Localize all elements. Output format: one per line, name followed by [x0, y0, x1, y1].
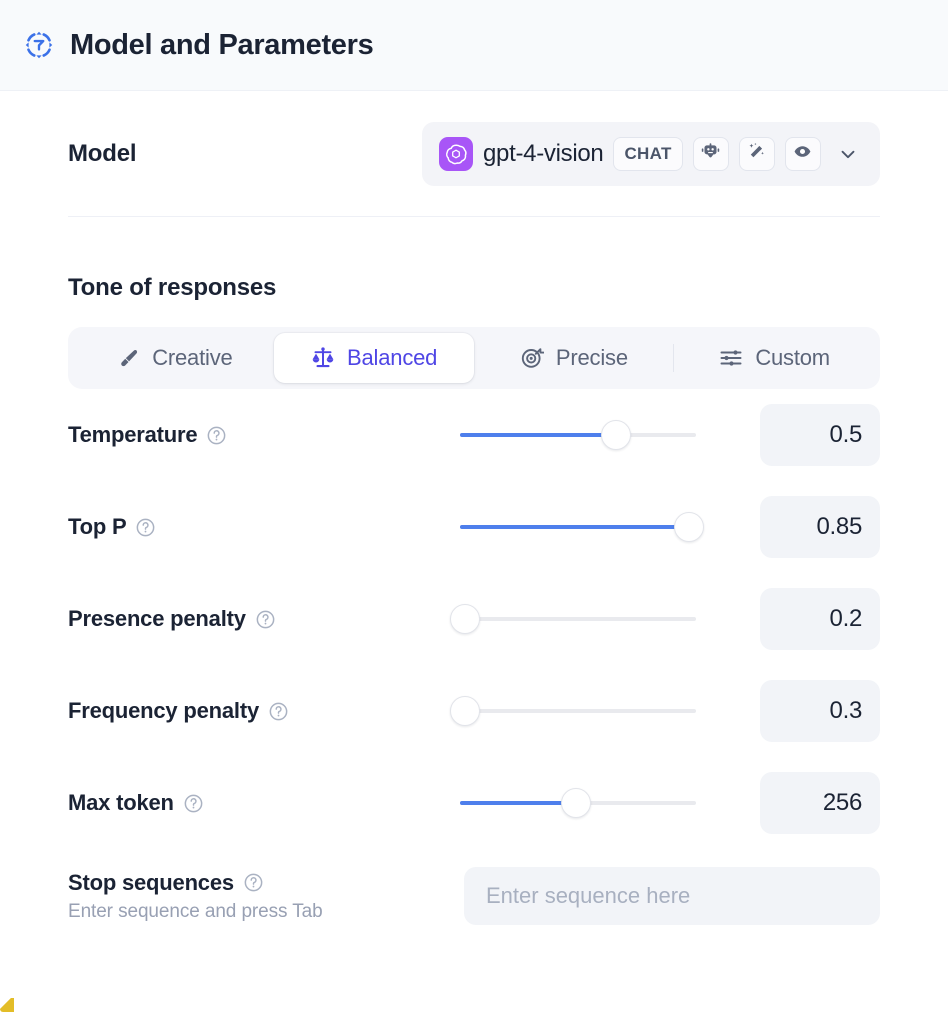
max-token-value[interactable]: 256	[760, 772, 880, 834]
chevron-down-icon[interactable]	[835, 141, 861, 167]
eye-icon	[793, 142, 812, 166]
stop-sequences-input[interactable]	[464, 867, 880, 925]
parameter-row-presence-penalty: Presence penalty 0.2	[68, 573, 880, 665]
help-circle-icon[interactable]	[135, 517, 156, 538]
model-selector[interactable]: gpt-4-vision CHAT	[422, 121, 880, 186]
tone-selector: Creative Balanced	[68, 327, 880, 389]
top-p-value[interactable]: 0.85	[760, 496, 880, 558]
slider-thumb[interactable]	[600, 420, 631, 450]
parameter-label-text: Presence penalty	[68, 606, 246, 631]
slider-track	[460, 709, 696, 713]
parameter-slider-col	[460, 512, 760, 542]
top-p-slider[interactable]	[460, 512, 704, 542]
slider-fill	[460, 433, 616, 437]
parameter-label: Temperature	[68, 422, 460, 448]
slider-thumb[interactable]	[673, 512, 704, 542]
tone-option-label: Custom	[755, 345, 830, 370]
stop-sequences-label-col: Stop sequences Enter sequence and press …	[68, 870, 460, 923]
robot-capability-badge	[692, 136, 729, 171]
parameter-label: Frequency penalty	[68, 698, 460, 724]
parameter-row-top-p: Top P 0.85	[68, 481, 880, 573]
parameter-label-col: Top P	[68, 514, 460, 540]
slider-thumb[interactable]	[449, 696, 480, 726]
parameter-row-max-token: Max token 256	[68, 757, 880, 849]
help-circle-icon[interactable]	[183, 793, 204, 814]
parameter-label-text: Frequency penalty	[68, 698, 259, 723]
parameter-label-text: Temperature	[68, 422, 198, 447]
help-circle-icon[interactable]	[268, 701, 289, 722]
model-label: Model	[68, 139, 137, 167]
help-circle-icon[interactable]	[206, 425, 227, 446]
help-circle-icon[interactable]	[255, 609, 276, 630]
parameter-label: Top P	[68, 514, 460, 540]
parameter-label: Presence penalty	[68, 606, 460, 632]
max-token-slider[interactable]	[460, 788, 696, 818]
parameter-slider-col	[460, 788, 760, 818]
stop-sequences-row: Stop sequences Enter sequence and press …	[68, 849, 880, 943]
parameter-row-frequency-penalty: Frequency penalty 0.	[68, 665, 880, 757]
bottom-left-corner-marker	[0, 998, 14, 1012]
sliders-icon	[718, 345, 744, 371]
tone-option-label: Precise	[555, 345, 628, 370]
model-row: Model gpt-4-vision CHAT	[68, 91, 880, 216]
frequency-penalty-value[interactable]: 0.3	[760, 680, 880, 742]
temperature-value[interactable]: 0.5	[760, 404, 880, 466]
section-divider	[68, 216, 880, 217]
slider-thumb[interactable]	[449, 604, 480, 634]
parameter-label-col: Temperature	[68, 422, 460, 448]
stop-sequences-hint: Enter sequence and press Tab	[68, 900, 323, 922]
paintbrush-icon	[115, 345, 141, 371]
slider-fill	[460, 525, 689, 529]
openai-logo-icon	[439, 136, 473, 171]
panel-body: Model gpt-4-vision CHAT	[0, 91, 948, 943]
slider-thumb[interactable]	[560, 788, 591, 818]
slider-fill	[460, 801, 576, 805]
parameter-slider-col	[449, 696, 760, 726]
model-name: gpt-4-vision	[483, 139, 604, 167]
tone-option-balanced[interactable]: Balanced	[273, 333, 474, 383]
magic-wand-icon	[747, 142, 766, 166]
parameter-label-text: Top P	[68, 514, 127, 539]
page-title: Model and Parameters	[70, 28, 374, 61]
presence-penalty-slider[interactable]	[449, 604, 696, 634]
temperature-slider[interactable]	[460, 420, 696, 450]
stop-sequences-label-text: Stop sequences	[68, 869, 234, 895]
scales-icon	[310, 345, 336, 371]
parameter-label-text: Max token	[68, 790, 174, 815]
parameter-label: Max token	[68, 790, 460, 816]
tone-divider	[673, 344, 675, 372]
presence-penalty-value[interactable]: 0.2	[760, 588, 880, 650]
robot-icon	[701, 142, 720, 166]
help-circle-icon[interactable]	[243, 872, 264, 893]
parameter-label-col: Presence penalty	[68, 606, 460, 632]
parameter-slider-col	[449, 604, 760, 634]
tone-section-title: Tone of responses	[68, 274, 277, 301]
parameter-label-col: Frequency penalty	[68, 698, 460, 724]
magic-wand-capability-badge	[738, 136, 775, 171]
tone-option-label: Balanced	[347, 345, 438, 370]
tone-option-creative[interactable]: Creative	[74, 333, 274, 383]
tone-option-label: Creative	[152, 345, 233, 370]
parameter-row-temperature: Temperature 0.5	[68, 389, 880, 481]
parameter-label-col: Max token	[68, 790, 460, 816]
slider-track	[460, 617, 696, 621]
panel-header: Model and Parameters	[0, 0, 948, 91]
stop-sequences-label: Stop sequences	[68, 870, 460, 896]
tone-option-custom[interactable]: Custom	[674, 333, 874, 383]
parameter-slider-col	[460, 420, 760, 450]
vision-capability-badge	[784, 136, 821, 171]
tone-option-precise[interactable]: Precise	[474, 333, 674, 383]
model-type-badge: CHAT	[613, 136, 683, 171]
frequency-penalty-slider[interactable]	[449, 696, 696, 726]
model-node-icon	[22, 28, 56, 62]
target-icon	[519, 345, 545, 371]
